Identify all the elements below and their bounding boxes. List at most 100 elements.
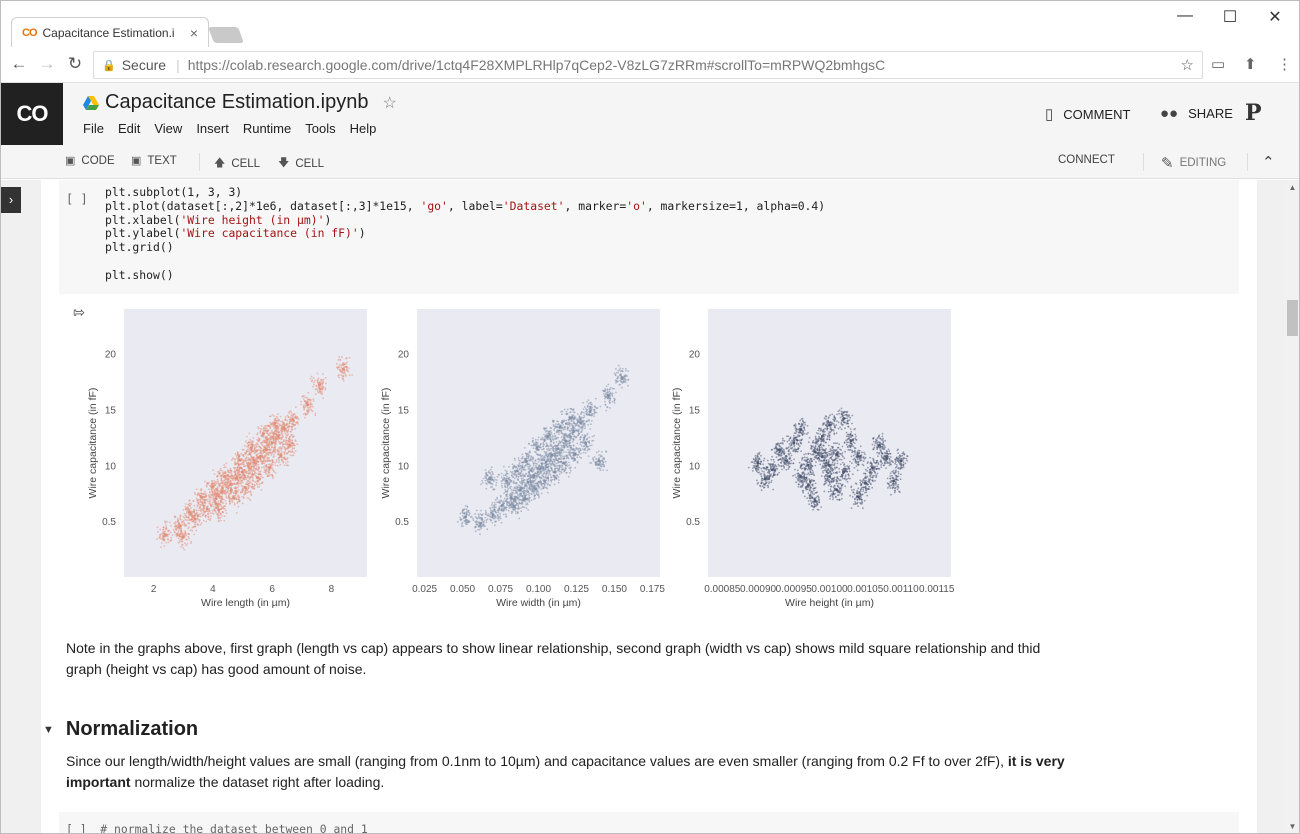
- toolbar-divider: [1247, 153, 1248, 171]
- scatter-dot: [497, 517, 499, 520]
- scatter-dot: [224, 481, 227, 484]
- scatter-dot: [242, 486, 245, 489]
- scatter-dot: [567, 448, 569, 451]
- scatter-dot: [224, 500, 227, 502]
- scatter-dot: [252, 480, 255, 482]
- scatter-dot: [247, 487, 250, 489]
- scatter-dot: [233, 502, 236, 504]
- scatter-dot: [537, 461, 540, 463]
- scatter-dot: [281, 447, 283, 449]
- run-cell-button[interactable]: [ ]: [66, 192, 88, 206]
- scatter-dot: [294, 417, 296, 419]
- scatter-dot: [541, 464, 544, 466]
- scatter-dot: [551, 478, 554, 481]
- scatter-dot: [220, 488, 223, 490]
- scatter-dot: [547, 449, 550, 452]
- scatter-dot: [503, 465, 505, 468]
- back-icon[interactable]: ←: [10, 54, 28, 73]
- scatter-dot: [285, 430, 288, 433]
- add-text-button[interactable]: ▣ TEXT: [131, 154, 177, 168]
- code-editor[interactable]: plt.subplot(1, 3, 3) plt.plot(dataset[:,2…: [105, 185, 825, 283]
- scatter-dot: [301, 395, 304, 398]
- scatter-dot: [522, 473, 524, 476]
- scatter-dot: [243, 474, 246, 476]
- new-tab-button[interactable]: [208, 27, 244, 43]
- move-cell-up-button[interactable]: 🡅 CELL: [214, 154, 260, 173]
- cast-icon[interactable]: ▭: [1211, 56, 1226, 73]
- star-notebook-icon[interactable]: ☆: [382, 94, 397, 112]
- browser-menu-icon[interactable]: ⋮: [1277, 56, 1292, 73]
- scatter-dot: [247, 470, 250, 472]
- code-cell[interactable]: [ ] plt.subplot(1, 3, 3) plt.plot(dataset…: [59, 180, 1239, 294]
- move-cell-down-button[interactable]: 🡇 CELL: [278, 154, 324, 173]
- scatter-dot: [222, 487, 225, 490]
- url-text[interactable]: https://colab.research.google.com/drive/…: [187, 57, 886, 73]
- scatter-dot: [217, 520, 220, 523]
- scatter-dot: [555, 436, 558, 439]
- scatter-dot: [529, 476, 532, 479]
- menu-tools[interactable]: Tools: [305, 121, 336, 136]
- scatter-dot: [554, 452, 557, 455]
- add-code-button[interactable]: ▣ CODE: [65, 154, 115, 168]
- y-tick-label: 10: [398, 461, 410, 472]
- close-window-icon[interactable]: ✕: [1268, 9, 1282, 26]
- menu-file[interactable]: File: [83, 121, 104, 136]
- scatter-dot: [581, 434, 584, 436]
- tab-close-icon[interactable]: ×: [189, 24, 198, 41]
- scatter-dot: [578, 418, 580, 420]
- scatter-dot: [581, 426, 584, 428]
- menu-view[interactable]: View: [154, 121, 183, 136]
- notebook-title[interactable]: Capacitance Estimation.ipynb: [105, 91, 369, 113]
- scatter-dot: [237, 479, 240, 482]
- scatter-dot: [296, 443, 299, 445]
- scatter-dot: [500, 484, 503, 487]
- scatter-dot: [574, 428, 576, 430]
- scatter-dot: [289, 435, 292, 438]
- scatter-dot: [461, 509, 464, 511]
- scatter-dot: [156, 538, 158, 540]
- scatter-dot: [579, 438, 582, 441]
- scatter-dot: [543, 443, 545, 446]
- scatter-dot: [575, 453, 578, 456]
- scatter-dot: [172, 529, 175, 531]
- reload-icon[interactable]: ↻: [67, 54, 83, 73]
- scatter-dot: [170, 524, 172, 527]
- scatter-dot: [274, 461, 276, 464]
- scatter-dot: [593, 434, 595, 437]
- connect-button[interactable]: CONNECT: [1058, 154, 1115, 166]
- scatter-dot: [518, 462, 521, 465]
- address-bar[interactable]: 🔒 Secure | https://colab.research.google…: [93, 51, 1203, 79]
- menu-insert[interactable]: Insert: [196, 121, 229, 136]
- scatter-dot: [212, 512, 215, 515]
- collapse-header-icon[interactable]: ⌃: [1262, 154, 1275, 171]
- avatar[interactable]: P: [1245, 100, 1262, 126]
- scatter-dot: [499, 515, 501, 518]
- menu-edit[interactable]: Edit: [117, 121, 141, 136]
- scatter-dot: [538, 495, 541, 498]
- forward-icon[interactable]: →: [38, 54, 56, 73]
- comment-button[interactable]: ▯ COMMENT: [1045, 105, 1130, 123]
- scatter-dot: [176, 532, 179, 535]
- scatter-dot: [203, 501, 206, 504]
- editing-mode-button[interactable]: ✎ EDITING: [1161, 154, 1226, 172]
- extension-icon[interactable]: ⬆: [1244, 56, 1257, 73]
- scatter-dot: [269, 415, 271, 418]
- y-tick-label: 0.5: [102, 517, 116, 528]
- scatter-dot: [545, 435, 548, 438]
- minimize-icon[interactable]: —: [1177, 7, 1193, 24]
- scatter-dot: [282, 422, 285, 424]
- bookmark-star-icon[interactable]: ☆: [1180, 57, 1194, 74]
- scatter-dot: [561, 413, 563, 416]
- output-icon[interactable]: ⇰: [73, 304, 85, 320]
- menu-runtime[interactable]: Runtime: [242, 121, 292, 136]
- maximize-icon[interactable]: ☐: [1222, 9, 1238, 26]
- scatter-dot: [618, 383, 621, 386]
- menu-help[interactable]: Help: [349, 121, 377, 136]
- share-button[interactable]: ●● SHARE: [1160, 105, 1233, 122]
- scatter-dot: [262, 450, 265, 453]
- colab-logo[interactable]: CO: [1, 83, 63, 145]
- code-token: plt.ylabel(: [105, 226, 181, 241]
- browser-tab[interactable]: CO Capacitance Estimation.i ×: [11, 17, 209, 47]
- scatter-dot: [459, 512, 462, 515]
